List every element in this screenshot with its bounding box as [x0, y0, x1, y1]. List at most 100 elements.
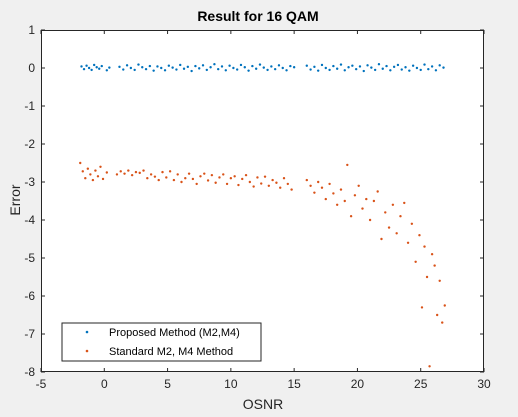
data-point [435, 313, 439, 317]
data-point [271, 178, 274, 182]
data-point [194, 64, 197, 68]
data-point [220, 65, 224, 68]
data-point [198, 67, 201, 70]
data-point [403, 201, 406, 205]
data-point [161, 170, 164, 174]
data-point [328, 182, 331, 186]
data-point [281, 66, 284, 70]
data-point [152, 69, 155, 72]
data-point [176, 173, 179, 176]
legend-label-standard: Standard M2, M4 Method [109, 346, 233, 358]
data-point [354, 67, 358, 71]
y-tick-label: 0 [28, 61, 35, 75]
data-point [149, 173, 153, 176]
data-point [376, 190, 379, 193]
data-point [428, 365, 431, 368]
data-point [305, 64, 308, 67]
y-axis-label: Error [7, 184, 23, 215]
data-point [90, 68, 93, 72]
data-point [357, 184, 360, 187]
data-point [438, 64, 441, 67]
data-point [251, 64, 254, 68]
chart-title: Result for 16 QAM [197, 8, 318, 24]
data-point [339, 63, 343, 66]
data-point [179, 63, 182, 67]
data-point [395, 232, 398, 235]
data-point [267, 184, 271, 187]
data-point [232, 66, 235, 70]
data-point [129, 66, 133, 70]
data-point [430, 253, 434, 256]
data-point [262, 66, 265, 69]
data-point [414, 260, 417, 263]
data-point [206, 179, 210, 182]
data-point [408, 69, 411, 72]
x-tick-label: 0 [101, 377, 108, 391]
data-point [385, 64, 388, 68]
data-point [365, 197, 368, 201]
data-point [372, 199, 376, 203]
data-point [406, 241, 410, 244]
data-point [332, 64, 335, 68]
data-point [195, 182, 198, 186]
y-tick-label: -6 [24, 289, 35, 303]
data-point [122, 68, 125, 71]
data-point [418, 234, 421, 237]
data-point [229, 177, 233, 180]
data-point [191, 177, 195, 181]
data-point [425, 275, 429, 279]
legend-marker-standard [85, 349, 89, 353]
data-point [98, 67, 101, 70]
data-point [292, 66, 296, 69]
data-point [96, 175, 100, 178]
data-point [127, 169, 130, 172]
data-point [309, 184, 312, 187]
x-tick-label: 10 [224, 377, 238, 391]
data-point [320, 186, 324, 189]
data-point [277, 64, 281, 67]
data-point [289, 64, 292, 68]
y-tick-label: -5 [24, 251, 35, 265]
data-point [214, 181, 217, 184]
x-tick-label: 30 [477, 377, 491, 391]
data-point [380, 237, 383, 241]
data-point [258, 63, 262, 66]
data-point [233, 175, 236, 178]
data-point [138, 171, 141, 175]
y-tick-label: -1 [24, 99, 35, 113]
data-point [99, 165, 102, 168]
data-point [171, 66, 174, 69]
data-point [400, 68, 403, 71]
data-point [285, 69, 288, 72]
data-point [217, 67, 220, 71]
data-point [430, 65, 434, 68]
data-point [411, 64, 415, 67]
data-point [81, 170, 84, 173]
data-point [438, 279, 441, 282]
data-point [141, 66, 144, 69]
data-point [244, 173, 248, 177]
data-point [80, 65, 83, 68]
y-tick-label: -2 [24, 137, 35, 151]
data-point [260, 182, 263, 185]
data-point [243, 66, 246, 69]
data-point [349, 215, 353, 218]
y-tick-label: -4 [24, 213, 35, 227]
data-point [309, 68, 312, 71]
data-point [82, 67, 86, 71]
data-point [347, 66, 350, 69]
data-point [392, 65, 396, 69]
data-point [332, 192, 335, 195]
x-tick-label: 5 [164, 377, 171, 391]
data-point [286, 182, 290, 186]
data-point [346, 163, 349, 167]
data-point [368, 218, 372, 222]
x-axis-label: OSNR [243, 396, 283, 412]
data-point [172, 178, 176, 182]
data-point [156, 65, 159, 68]
data-point [225, 182, 229, 186]
legend-box [61, 322, 262, 362]
data-point [84, 177, 87, 180]
data-point [87, 66, 91, 70]
